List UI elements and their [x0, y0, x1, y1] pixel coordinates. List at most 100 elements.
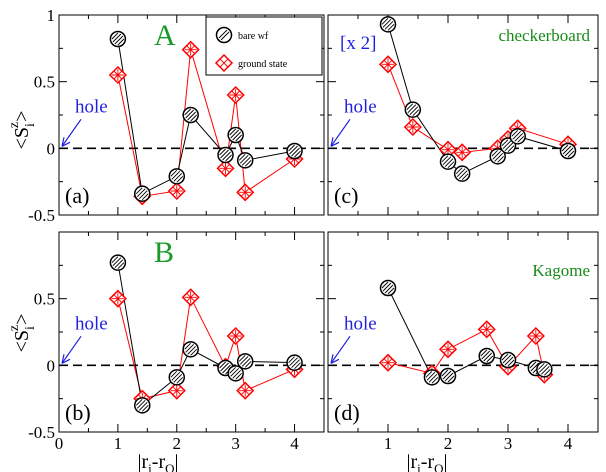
bare-wf-point [227, 126, 244, 144]
bare-wf-point [182, 341, 199, 358]
bare-wf-point [168, 168, 186, 185]
bare-wf-point [423, 369, 441, 386]
x-tick-label: 0 [55, 434, 64, 453]
legend-ground-label: ground state [238, 59, 288, 70]
bare-wf-point [499, 351, 517, 369]
hole-arrow [330, 118, 351, 147]
panel-label: (b) [65, 400, 91, 425]
bare-wf-point [379, 279, 397, 297]
hole-arrowhead [61, 354, 71, 364]
ground-state-point [403, 117, 422, 137]
x-tick-label: 2 [444, 434, 453, 453]
bare-wf-line [117, 262, 295, 407]
xlabel-right: |ri-rO| [406, 451, 447, 472]
xlabel-left: |ri-rO| [137, 451, 178, 472]
panel-letter: B [154, 236, 174, 269]
hole-arrow [61, 118, 82, 147]
hole-arrow [330, 335, 351, 364]
x-tick-label: 4 [564, 434, 573, 453]
x-tick-label: 3 [504, 434, 513, 453]
ylabel-top: <Siz> [7, 111, 38, 150]
panel-note: Kagome [532, 261, 590, 280]
ground-state-point [378, 55, 398, 74]
ground-state-point [236, 381, 255, 400]
ground-state-point [181, 288, 200, 307]
hole-arrow [61, 335, 82, 364]
y-tick-label: 0.5 [34, 290, 55, 309]
ground-state-point [526, 326, 545, 346]
svg-text:|ri-rO|: |ri-rO| [406, 451, 447, 472]
svg-text:<Siz>: <Siz> [7, 314, 38, 353]
bare-wf-point [236, 152, 254, 169]
bare-wf-point [439, 153, 457, 170]
x-tick-label: 1 [384, 434, 393, 453]
bare-wf-point [478, 347, 496, 365]
ylabel-bottom: <Siz> [7, 314, 38, 353]
panel-letter: A [154, 19, 176, 52]
panel-note: checkerboard [498, 26, 590, 45]
bare-wf-point [286, 354, 303, 371]
x-tick-label: 2 [173, 434, 182, 453]
bare-wf-point [439, 367, 457, 385]
ground-state-point [108, 65, 127, 85]
bare-wf-point [134, 185, 151, 202]
bare-wf-line [387, 24, 569, 175]
panel-label: (c) [334, 183, 358, 208]
hole-label: hole [75, 313, 108, 334]
ground-state-point [477, 320, 496, 339]
ground-state-point [181, 40, 200, 59]
bare-wf-point [286, 142, 303, 160]
y-tick-label: 0.5 [34, 73, 55, 92]
bare-wf-point [182, 106, 199, 124]
bare-wf-point [227, 365, 244, 382]
bare-wf-point [109, 30, 127, 48]
bare-wf-point [559, 142, 577, 160]
panel-scale-note: [x 2] [340, 33, 376, 54]
panel-label: (d) [334, 400, 360, 425]
bare-wf-point [236, 353, 254, 370]
x-tick-label: 3 [231, 434, 240, 453]
ground-state-point [167, 181, 186, 201]
y-tick-label: 0 [47, 139, 56, 158]
bare-wf-point [489, 148, 506, 165]
y-tick-label: 1 [47, 6, 56, 25]
ground-state-point [167, 381, 186, 400]
hole-arrowhead [330, 137, 340, 147]
bare-wf-point [379, 16, 397, 33]
ground-state-point [438, 340, 458, 359]
hole-arrowhead [330, 354, 340, 364]
bare-wf-point [404, 101, 422, 118]
legend-bare-marker [215, 26, 233, 44]
bare-wf-point [453, 165, 471, 182]
x-tick-label: 4 [290, 434, 299, 453]
legend: bare wf ground state [205, 16, 323, 76]
bare-wf-point [536, 361, 553, 378]
bare-wf-line [387, 287, 545, 378]
ground-state-point [378, 353, 398, 372]
panel-a: -0.5 0 0.5 1 hole (a) A bare wf ground state [28, 6, 325, 225]
panel-label: (a) [65, 183, 89, 208]
ground-state-point [453, 143, 472, 162]
ground-state-point [226, 326, 245, 346]
ground-state-point [216, 159, 235, 178]
ground-state-point [236, 183, 255, 202]
panel-d: 1 2 3 4 hole (d) Kagome [327, 231, 599, 453]
svg-text:|ri-rO|: |ri-rO| [137, 451, 178, 472]
bare-wf-point [509, 128, 526, 145]
ground-state-line [117, 295, 295, 400]
ground-state-point [108, 289, 127, 308]
ground-state-point [226, 85, 245, 105]
svg-text:<Siz>: <Siz> [7, 111, 38, 150]
panel-c: hole (c) checkerboard [x 2] [327, 14, 599, 216]
y-tick-label: -0.5 [28, 423, 55, 442]
bare-wf-point [134, 397, 151, 414]
hole-label: hole [344, 313, 377, 334]
bare-wf-point [168, 369, 186, 386]
x-tick-label: 1 [114, 434, 123, 453]
y-tick-label: -0.5 [28, 206, 55, 225]
hole-label: hole [75, 96, 108, 117]
hole-label: hole [344, 96, 377, 117]
legend-bare-label: bare wf [238, 31, 269, 42]
